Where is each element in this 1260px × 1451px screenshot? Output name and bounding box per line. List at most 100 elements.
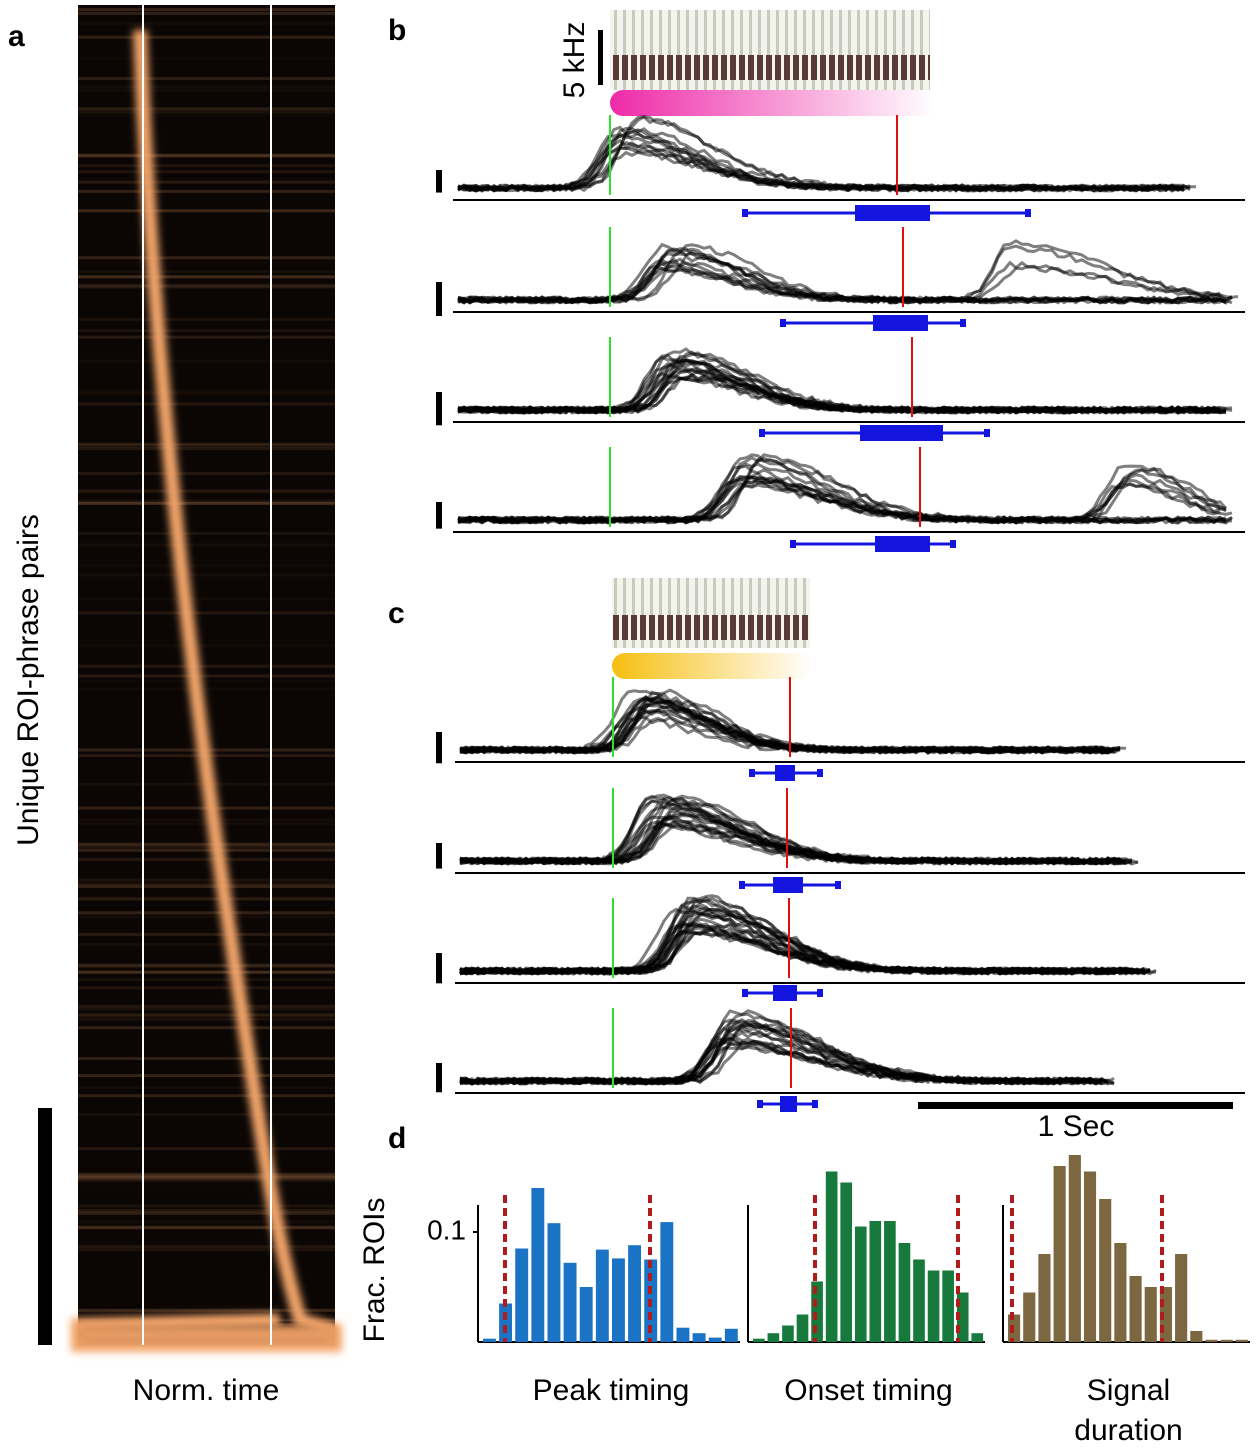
histograms: 0.1 Peak timing Frac. ROIs Onset timing Sign… [358,1155,1250,1447]
streak [78,1004,335,1008]
trace [457,481,1234,525]
trace [459,688,1115,755]
trace [459,907,1145,976]
box [855,205,930,221]
trace [459,896,1145,976]
scale-bar [598,30,603,85]
streak [78,329,335,333]
trace [457,239,1221,305]
streak [78,490,335,494]
panel-label: a [8,20,25,53]
streak [78,489,335,493]
scale-bar [436,1063,442,1093]
streak [78,848,335,852]
streak [78,857,335,861]
scale-bar [436,843,442,869]
y-label: Frac. ROIs [358,1197,391,1342]
x-label: Norm. time [133,1374,280,1407]
streak [78,501,335,505]
streak [78,970,335,974]
streak [78,77,335,81]
streak [78,845,335,849]
streak [78,842,335,846]
scale-label: 1 Sec [1038,1110,1115,1143]
streak [78,1172,335,1176]
cap [984,429,990,437]
box [773,877,803,893]
box [775,765,795,781]
streak [78,261,335,264]
streak [78,1204,335,1208]
y-tick-label: 0.1 [427,1214,466,1245]
cap [759,429,765,437]
trace [457,243,1227,305]
bar [1053,1166,1066,1342]
streak [78,209,335,213]
streak [78,878,335,882]
bar [692,1333,706,1342]
trace [457,251,1227,305]
streak [78,170,335,174]
bar [1220,1339,1233,1342]
x-label: Peak timing [533,1374,690,1407]
trace [459,814,1127,866]
streak [78,164,335,168]
streak [78,897,335,901]
streak [78,402,335,406]
cap [739,881,745,889]
bar [1235,1339,1248,1342]
streak [78,274,335,278]
streak [78,598,335,601]
streak [78,8,335,12]
cap [742,209,748,217]
streak [78,978,335,982]
streak [78,1178,335,1182]
streak [78,446,335,450]
trace [459,902,1145,976]
cap [960,319,966,327]
streak [78,153,335,157]
streak [78,1094,335,1098]
streak [78,822,335,826]
box [773,985,797,1001]
streak [78,444,335,448]
box [860,425,943,441]
bar [724,1328,738,1342]
trace [459,906,1145,976]
streak [78,110,335,114]
streak [78,189,335,193]
bar [1083,1171,1097,1342]
cap [790,540,796,548]
bar [796,1314,809,1342]
streak [78,391,335,395]
streak [78,442,335,446]
bar [660,1222,674,1342]
streak [78,942,335,946]
bar [499,1303,513,1342]
streak [78,932,335,936]
cap [812,1100,818,1108]
trace [459,709,1115,755]
streak [78,209,335,213]
streak [78,1226,335,1230]
cap [757,1100,763,1108]
streak [78,680,335,683]
streak [78,611,335,615]
bar [628,1245,642,1342]
streak [78,180,335,184]
bar [1099,1199,1112,1342]
scale-bar [436,502,442,529]
streak [78,1147,335,1151]
streak [78,1209,335,1213]
streak [78,911,335,915]
streak [78,57,335,60]
trace [457,115,1191,193]
bar [563,1262,577,1342]
scale-bar [38,1108,52,1345]
streak [78,915,335,919]
panel-label: b [388,14,406,47]
streak [78,317,335,321]
bar [811,1281,823,1342]
bar [595,1249,609,1342]
